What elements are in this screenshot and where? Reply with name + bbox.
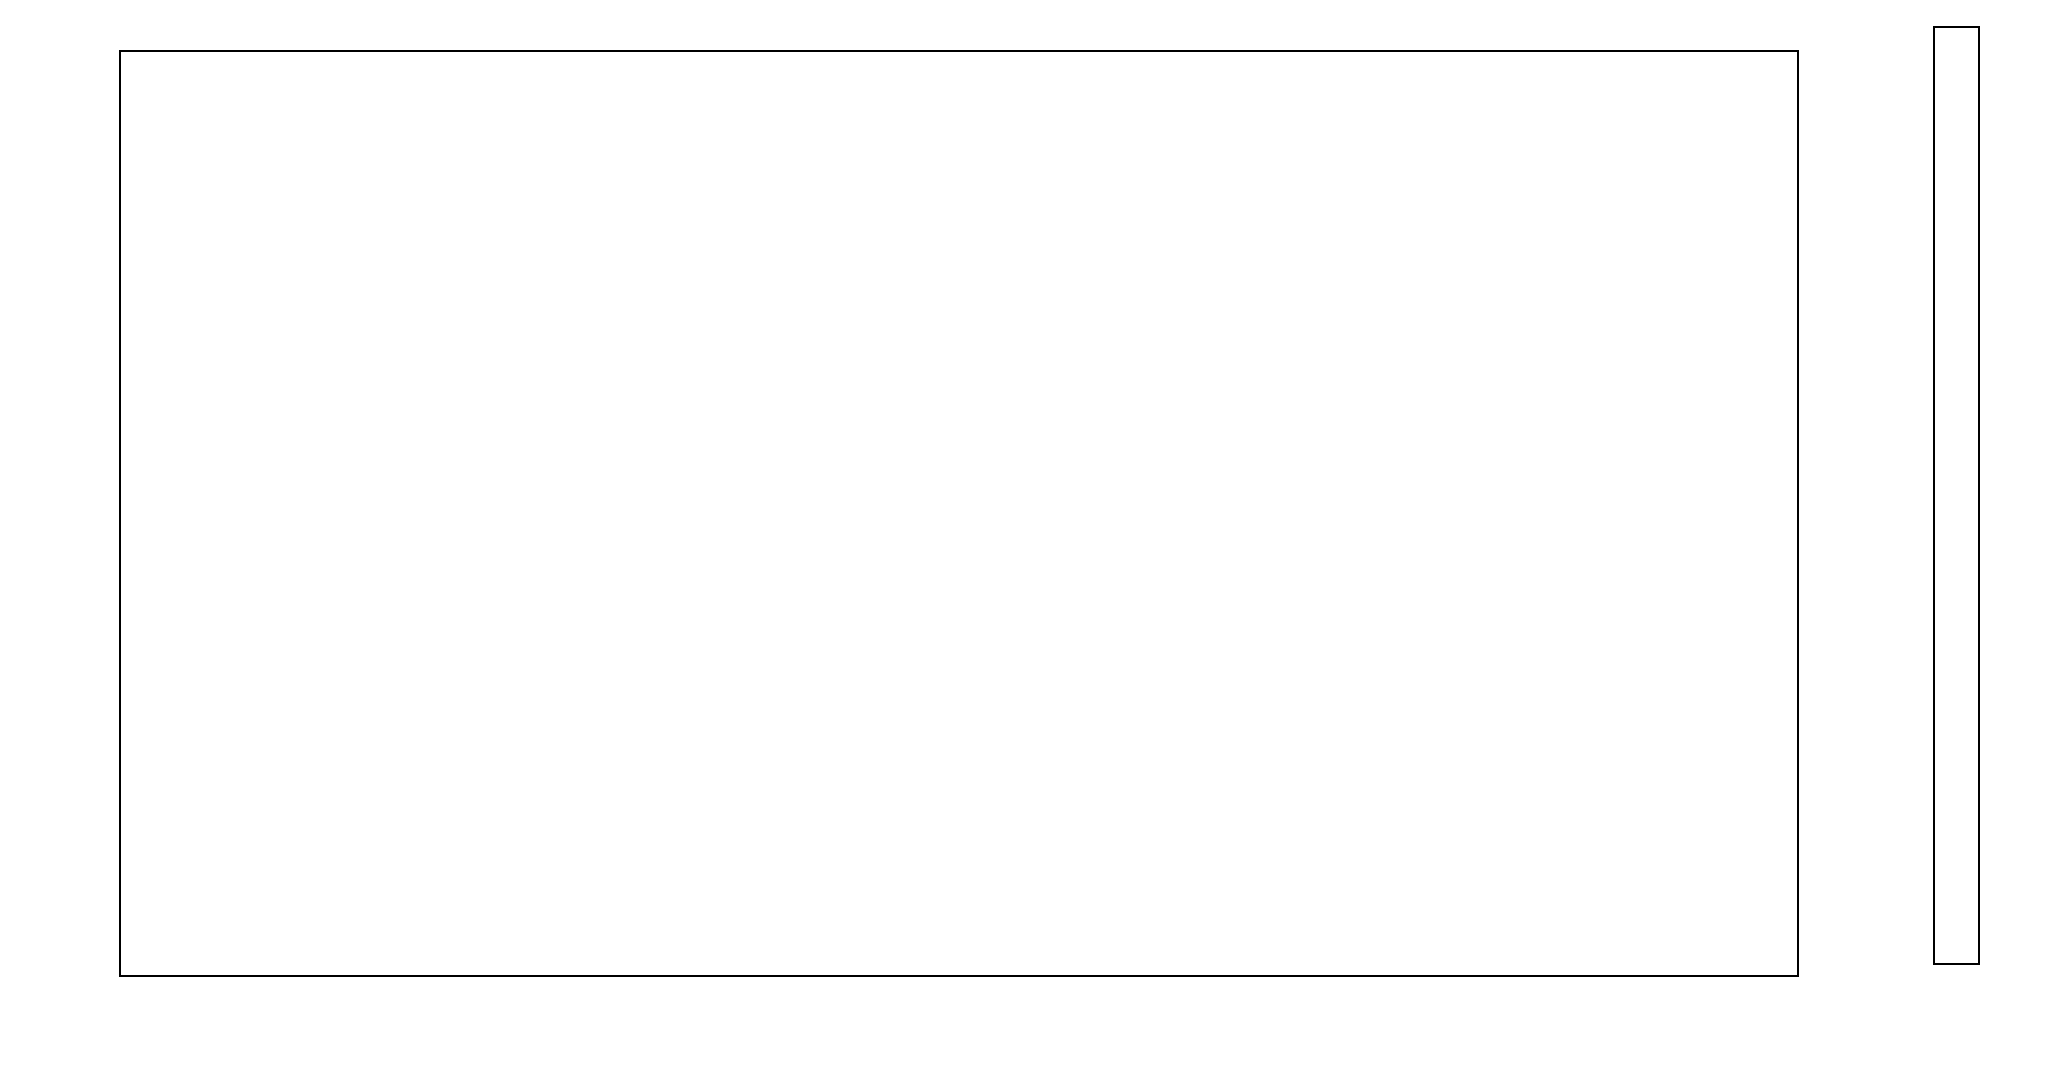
spectrogram-heatmap [121,52,1797,975]
colorbar-gradient [1935,28,1978,963]
